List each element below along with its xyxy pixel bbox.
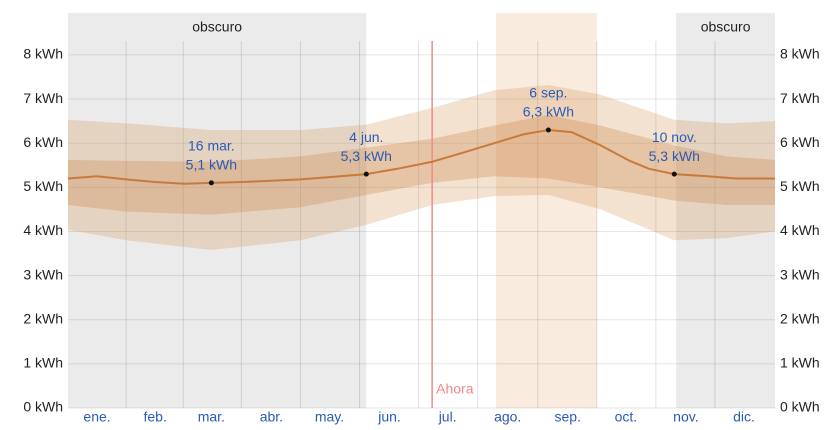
annotation-point (208, 180, 214, 186)
y2-tick-label: 5 kWh (780, 178, 820, 194)
y2-tick-label: 2 kWh (780, 310, 820, 326)
x-tick-label: may. (315, 409, 344, 425)
annotation-date: 16 mar. (188, 138, 235, 154)
x-tick-label: nov. (673, 409, 698, 425)
y-tick-label: 5 kWh (23, 178, 63, 194)
x-tick-label: feb. (143, 409, 166, 425)
annotation-value: 6,3 kWh (523, 104, 574, 120)
y-tick-label: 4 kWh (23, 222, 63, 238)
x-tick-label: jun. (377, 409, 401, 425)
x-tick-label: jul. (438, 409, 457, 425)
y-tick-label: 6 kWh (23, 134, 63, 150)
y-tick-label: 0 kWh (23, 399, 63, 415)
annotation-value: 5,3 kWh (649, 148, 700, 164)
y-tick-label: 7 kWh (23, 90, 63, 106)
x-tick-label: ene. (83, 409, 110, 425)
annotation-point (545, 127, 551, 133)
annotation-point (363, 171, 369, 177)
annotation-date: 4 jun. (349, 129, 383, 145)
annotation-date: 6 sep. (529, 85, 567, 101)
percentile-band (68, 84, 775, 251)
y2-tick-label: 7 kWh (780, 90, 820, 106)
annotation-value: 5,3 kWh (341, 148, 392, 164)
season-region (68, 13, 367, 408)
y2-tick-label: 4 kWh (780, 222, 820, 238)
y2-tick-label: 1 kWh (780, 355, 820, 371)
annotation-point (671, 171, 677, 177)
y-tick-label: 2 kWh (23, 310, 63, 326)
region-label: obscuro (192, 19, 242, 35)
season-region (676, 13, 775, 408)
x-tick-label: dic. (733, 409, 755, 425)
median-line (67, 128, 775, 185)
season-region (496, 13, 597, 408)
y2-tick-label: 3 kWh (780, 266, 820, 282)
y2-tick-label: 6 kWh (780, 134, 820, 150)
x-tick-label: ago. (494, 409, 521, 425)
region-label: obscuro (701, 19, 751, 35)
annotation-date: 10 nov. (652, 129, 697, 145)
x-tick-label: oct. (615, 409, 638, 425)
x-tick-label: abr. (260, 409, 283, 425)
y-tick-label: 3 kWh (23, 266, 63, 282)
y-tick-label: 8 kWh (23, 46, 63, 62)
annotation-value: 5,1 kWh (186, 157, 237, 173)
y2-tick-label: 8 kWh (780, 46, 820, 62)
x-tick-label: mar. (198, 409, 225, 425)
y2-tick-label: 0 kWh (780, 399, 820, 415)
now-label: Ahora (436, 381, 474, 397)
x-tick-label: sep. (555, 409, 581, 425)
y-tick-label: 1 kWh (23, 355, 63, 371)
